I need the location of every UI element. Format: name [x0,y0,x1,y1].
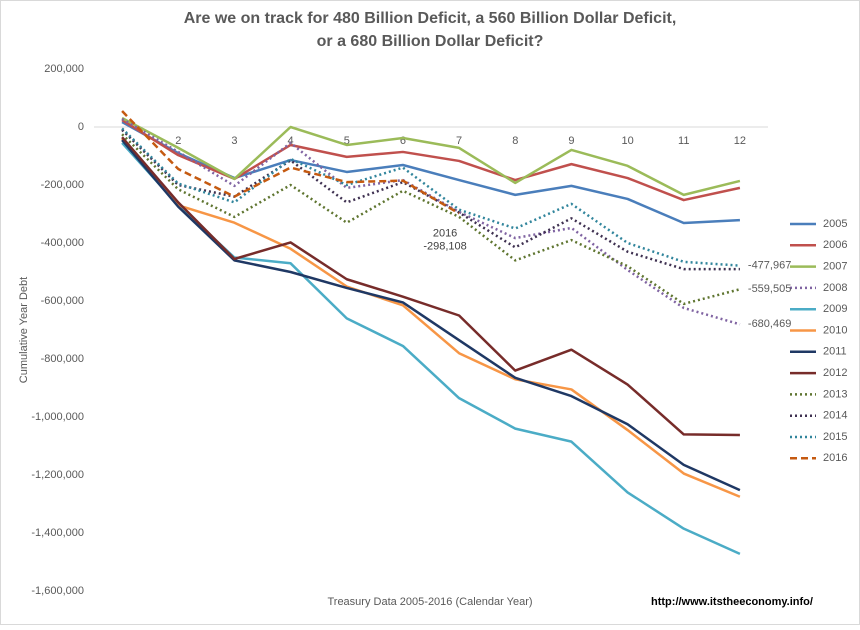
y-tick-label: -1,000,000 [31,411,84,423]
x-tick-label: 2 [175,135,181,147]
y-tick-label: -600,000 [41,295,84,307]
x-axis-label: Treasury Data 2005-2016 (Calendar Year) [327,596,532,608]
y-tick-label: -1,200,000 [31,469,84,481]
chart-title: Are we on track for 480 Billion Deficit,… [184,10,677,27]
x-tick-label: 4 [288,135,294,147]
y-tick-label: -1,600,000 [31,585,84,597]
legend-label: 2010 [823,324,847,336]
x-tick-label: 9 [568,135,574,147]
x-tick-label: 7 [456,135,462,147]
legend-label: 2012 [823,367,847,379]
series-line [121,129,740,271]
legend-label: 2013 [823,388,847,400]
y-tick-label: -800,000 [41,353,84,365]
value-label: -559,505 [748,283,791,295]
legend-label: 2008 [823,282,847,294]
y-axis-label: Cumulative Year Debt [18,277,30,383]
x-tick-label: 8 [512,135,518,147]
y-tick-label: -1,400,000 [31,527,84,539]
legend-label: 2014 [823,410,847,422]
legend-label: 2015 [823,431,847,443]
source: http://www.itstheeconomy.info/ [651,596,813,608]
series-line [121,137,741,498]
series-line [121,116,741,197]
x-tick-label: 10 [621,135,633,147]
legend-label: 2006 [823,239,847,251]
x-tick-label: 11 [678,135,689,147]
value-label: -298,108 [423,240,466,252]
x-tick-label: 3 [231,135,237,147]
chart-title: or a 680 Billion Dollar Deficit? [317,33,544,50]
legend-label: 2005 [823,218,847,230]
x-tick-label: 12 [734,135,746,147]
y-tick-label: 0 [78,121,84,133]
value-label: -477,967 [748,260,791,272]
x-tick-label: 5 [344,135,350,147]
value-label: 2016 [433,227,457,239]
legend-label: 2007 [823,261,847,273]
series-line [121,133,741,306]
legend-label: 2011 [823,346,847,358]
y-tick-label: 200,000 [44,63,84,75]
series-line [121,117,741,326]
legend-label: 2016 [823,452,847,464]
value-label: -680,469 [748,318,791,330]
series-line [121,139,741,492]
x-tick-label: 6 [400,135,406,147]
y-tick-label: -200,000 [41,179,84,191]
legend-label: 2009 [823,303,847,315]
series-line [121,136,740,437]
y-tick-label: -400,000 [41,237,84,249]
series-line [121,110,460,215]
